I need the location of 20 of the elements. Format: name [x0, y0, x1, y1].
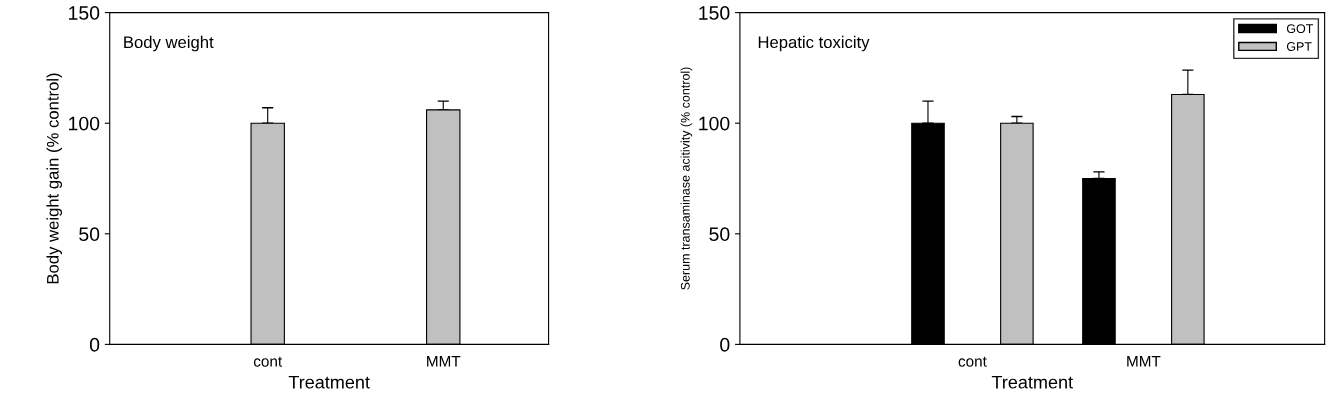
- y-tick-label: 150: [699, 6, 730, 20]
- y-axis-title: Serum transaminase acitivity (% control): [680, 67, 693, 290]
- legend-label: GPT: [1286, 42, 1312, 51]
- text: Hepatic toxicity: [758, 35, 870, 52]
- x-tick-label: cont: [253, 356, 283, 367]
- y-tick-label: 100: [699, 116, 730, 131]
- y-tick-label: 50: [79, 227, 100, 242]
- x-axis-title: Treatment: [288, 375, 370, 389]
- x-tick-label: MMT: [1127, 356, 1161, 367]
- legend-label: GOT: [1286, 24, 1314, 34]
- y-tick-label: 100: [69, 116, 100, 131]
- text: Body weight: [124, 35, 214, 52]
- y-tick-label: 150: [69, 6, 100, 20]
- y-tick-label: 0: [89, 337, 100, 352]
- y-tick-label: 50: [709, 227, 730, 242]
- x-tick-label: cont: [958, 356, 987, 367]
- y-axis-title: Body weight gain (% control): [46, 73, 62, 284]
- y-tick-label: 0: [720, 337, 730, 352]
- x-tick-label: MMT: [427, 356, 461, 367]
- x-axis-title: Treatment: [991, 375, 1073, 389]
